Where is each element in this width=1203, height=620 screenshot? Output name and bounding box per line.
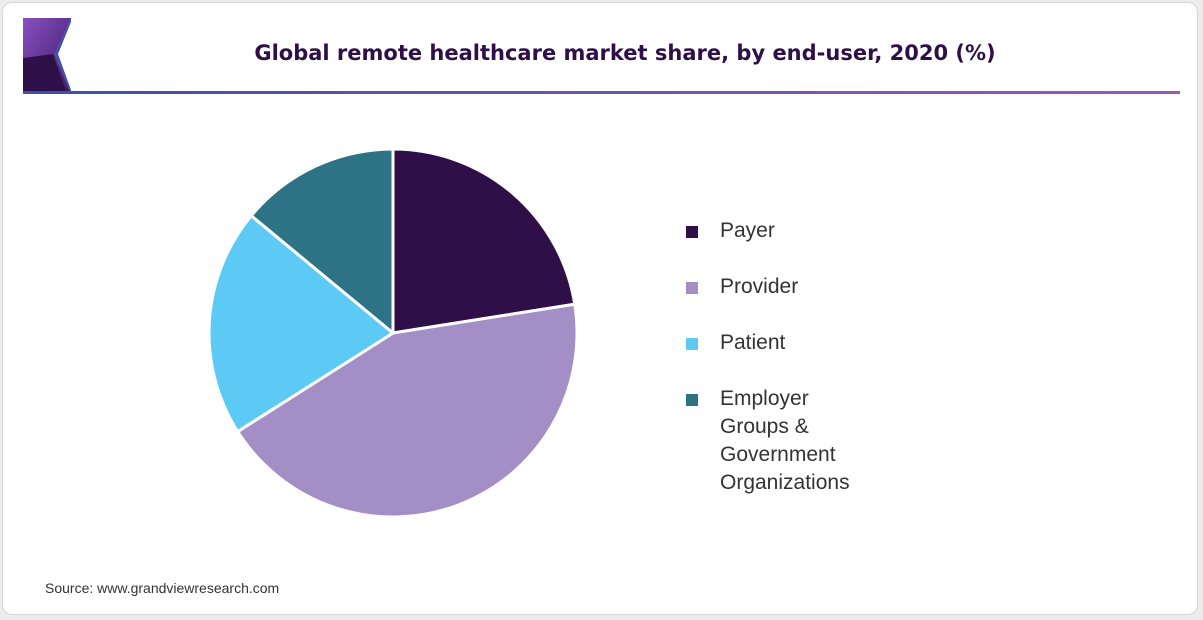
legend-swatch xyxy=(686,226,698,238)
pie-slice-1 xyxy=(236,302,579,519)
legend-swatch xyxy=(686,338,698,350)
legend-item: Employer Groups & Government Organizatio… xyxy=(686,385,850,497)
pie-chart xyxy=(207,147,579,519)
pie-slice-2 xyxy=(207,214,395,434)
legend-label: Provider xyxy=(720,275,799,298)
legend-item: Provider xyxy=(686,273,798,301)
legend-item: Payer xyxy=(686,217,775,245)
legend-label: Payer xyxy=(720,219,775,242)
chart-title: Global remote healthcare market share, b… xyxy=(254,41,996,65)
title-underline xyxy=(23,91,1180,94)
legend-item: Patient xyxy=(686,329,785,357)
legend-label: Patient xyxy=(720,331,786,354)
pie-slice-3 xyxy=(249,147,395,335)
legend-swatch xyxy=(686,282,698,294)
pie-slice-0 xyxy=(391,147,577,335)
legend-label: Employer Groups & Government Organizatio… xyxy=(720,387,850,494)
brand-logo-icon xyxy=(23,18,71,94)
legend-swatch xyxy=(686,394,698,406)
source-note: Source: www.grandviewresearch.com xyxy=(45,580,280,596)
